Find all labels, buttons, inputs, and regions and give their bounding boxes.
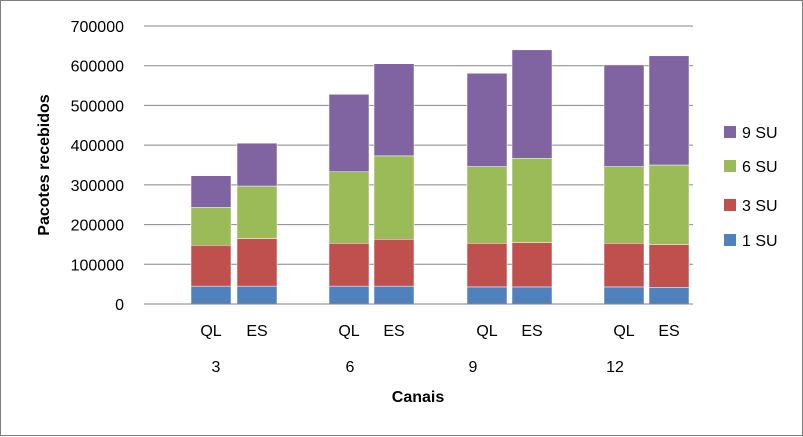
bar-segment-6-su <box>648 164 690 245</box>
x-sub-category-label: QL <box>613 323 634 340</box>
bar-segment-1-su <box>236 285 278 305</box>
bar-segment-6-su <box>466 166 508 244</box>
bar-segment-9-su <box>236 142 278 187</box>
bar-segment-6-su <box>328 171 370 244</box>
bar-segment-6-su <box>511 157 553 243</box>
bar-segment-9-su <box>190 175 232 208</box>
bar-segment-9-su <box>466 73 508 167</box>
x-group-label: 12 <box>606 359 624 376</box>
bar-segment-1-su <box>466 286 508 305</box>
bar-segment-3-su <box>511 242 553 288</box>
bar-segment-9-su <box>328 94 370 173</box>
bar-segment-1-su <box>603 286 645 305</box>
x-sub-category-label: QL <box>338 323 359 340</box>
bar-segment-6-su <box>190 207 232 246</box>
y-tick-label: 500000 <box>71 98 124 115</box>
bar-segment-3-su <box>236 238 278 287</box>
y-tick-label: 100000 <box>71 257 124 274</box>
y-tick-label: 0 <box>115 297 124 314</box>
x-tick-labels: QL ES QL ES QL ES QL ES 3 6 9 12 <box>200 323 679 376</box>
bars <box>190 49 690 305</box>
bar-segment-9-su <box>648 55 690 166</box>
legend-swatch <box>724 234 736 246</box>
x-axis-title: Canais <box>392 389 445 406</box>
legend-swatch <box>724 160 736 172</box>
bar-segment-9-su <box>511 49 553 159</box>
bar-segment-3-su <box>466 242 508 288</box>
bar-segment-1-su <box>648 287 690 305</box>
y-axis-title: Pacotes recebidos <box>36 94 53 236</box>
x-sub-category-label: ES <box>383 323 404 340</box>
legend-label: 6 SU <box>742 159 778 176</box>
bar-segment-6-su <box>603 166 645 244</box>
x-sub-category-label: ES <box>521 323 542 340</box>
bar-segment-3-su <box>190 244 232 287</box>
legend-label: 3 SU <box>742 198 778 215</box>
x-sub-category-label: ES <box>246 323 267 340</box>
bar-segment-1-su <box>190 285 232 305</box>
x-group-label: 9 <box>469 359 478 376</box>
legend-swatch <box>724 199 736 211</box>
x-sub-category-label: QL <box>200 323 221 340</box>
gridlines <box>144 25 693 265</box>
bar-segment-3-su <box>603 242 645 288</box>
x-group-label: 6 <box>346 359 355 376</box>
y-tick-label: 600000 <box>71 59 124 76</box>
legend-swatch <box>724 126 736 138</box>
y-tick-label: 300000 <box>71 178 124 195</box>
y-tick-label: 400000 <box>71 138 124 155</box>
bar-segment-6-su <box>236 185 278 239</box>
bar-segment-1-su <box>511 286 553 305</box>
bar-segment-3-su <box>648 244 690 288</box>
legend-label: 9 SU <box>742 125 778 142</box>
bar-segment-1-su <box>373 285 415 305</box>
x-group-label: 3 <box>212 359 221 376</box>
y-tick-labels: 0 100000 200000 300000 400000 500000 600000 700… <box>71 19 124 314</box>
bar-segment-9-su <box>603 64 645 167</box>
bar-segment-9-su <box>373 63 415 157</box>
y-tick-label: 200000 <box>71 218 124 235</box>
legend-label: 1 SU <box>742 233 778 250</box>
bar-segment-6-su <box>373 155 415 240</box>
bar-segment-1-su <box>328 285 370 305</box>
y-tick-label: 700000 <box>71 19 124 36</box>
bar-segment-3-su <box>373 239 415 287</box>
bar-segment-3-su <box>328 242 370 287</box>
legend: 9 SU 6 SU 3 SU 1 SU <box>724 125 778 250</box>
x-sub-category-label: ES <box>658 323 679 340</box>
x-sub-category-label: QL <box>476 323 497 340</box>
